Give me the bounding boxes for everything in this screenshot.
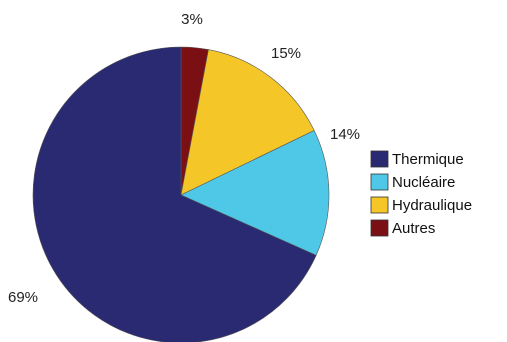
percent-labels: 3% 15% 14% 69% — [8, 11, 360, 306]
percent-label-autres: 3% — [181, 11, 203, 28]
legend-swatch-hydraulique — [370, 196, 389, 214]
legend: Thermique Nucléaire Hydraulique Autres — [370, 150, 472, 237]
percent-label-nucleaire: 14% — [330, 126, 360, 143]
pie-slices — [32, 46, 330, 342]
percent-label-hydraulique: 15% — [271, 45, 301, 62]
legend-label-autres: Autres — [392, 220, 435, 237]
pie-slice-hydraulique — [180, 49, 315, 196]
legend-swatch-nucleaire — [370, 173, 389, 191]
legend-swatch-autres — [370, 219, 389, 237]
legend-swatch-thermique — [370, 150, 389, 168]
percent-label-thermique: 69% — [8, 289, 38, 306]
pie-slice-thermique — [32, 46, 317, 342]
pie-slice-nucleaire — [180, 130, 330, 256]
legend-label-nucleaire: Nucléaire — [392, 174, 455, 191]
legend-label-thermique: Thermique — [392, 151, 464, 168]
legend-label-hydraulique: Hydraulique — [392, 197, 472, 214]
